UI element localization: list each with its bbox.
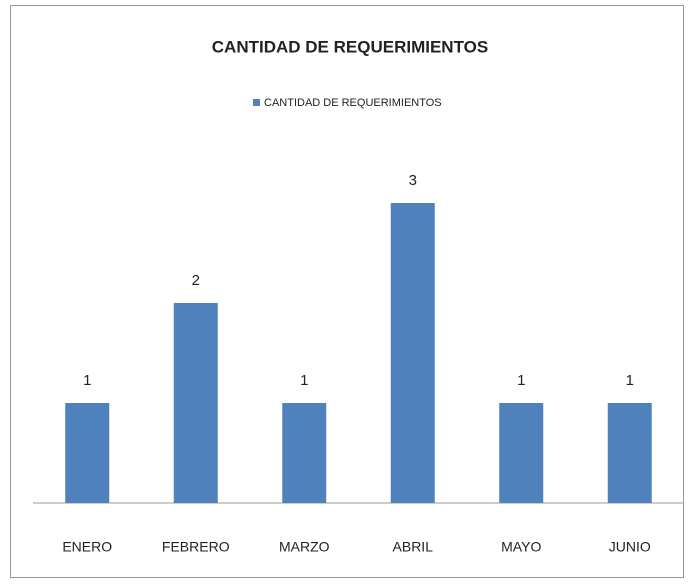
data-label: 3 — [409, 172, 417, 189]
bar — [499, 403, 544, 503]
x-tick-label: JUNIO — [609, 539, 651, 555]
x-tick-label: ENERO — [62, 539, 112, 555]
data-label: 1 — [83, 372, 91, 389]
x-tick-label: FEBRERO — [162, 539, 230, 555]
chart-border — [10, 5, 684, 578]
bar — [390, 203, 435, 503]
data-label: 2 — [192, 272, 200, 289]
data-label: 1 — [517, 372, 525, 389]
bar — [282, 403, 327, 503]
bar — [607, 403, 652, 503]
chart-title: CANTIDAD DE REQUERIMIENTOS — [212, 37, 488, 56]
x-tick-label: MAYO — [501, 539, 541, 555]
legend-swatch — [253, 99, 260, 106]
bar — [173, 303, 218, 503]
x-tick-label: ABRIL — [393, 539, 434, 555]
data-label: 1 — [626, 372, 634, 389]
bar — [65, 403, 110, 503]
data-label: 1 — [300, 372, 308, 389]
legend-label: CANTIDAD DE REQUERIMIENTOS — [264, 97, 442, 109]
x-tick-label: MARZO — [279, 539, 330, 555]
